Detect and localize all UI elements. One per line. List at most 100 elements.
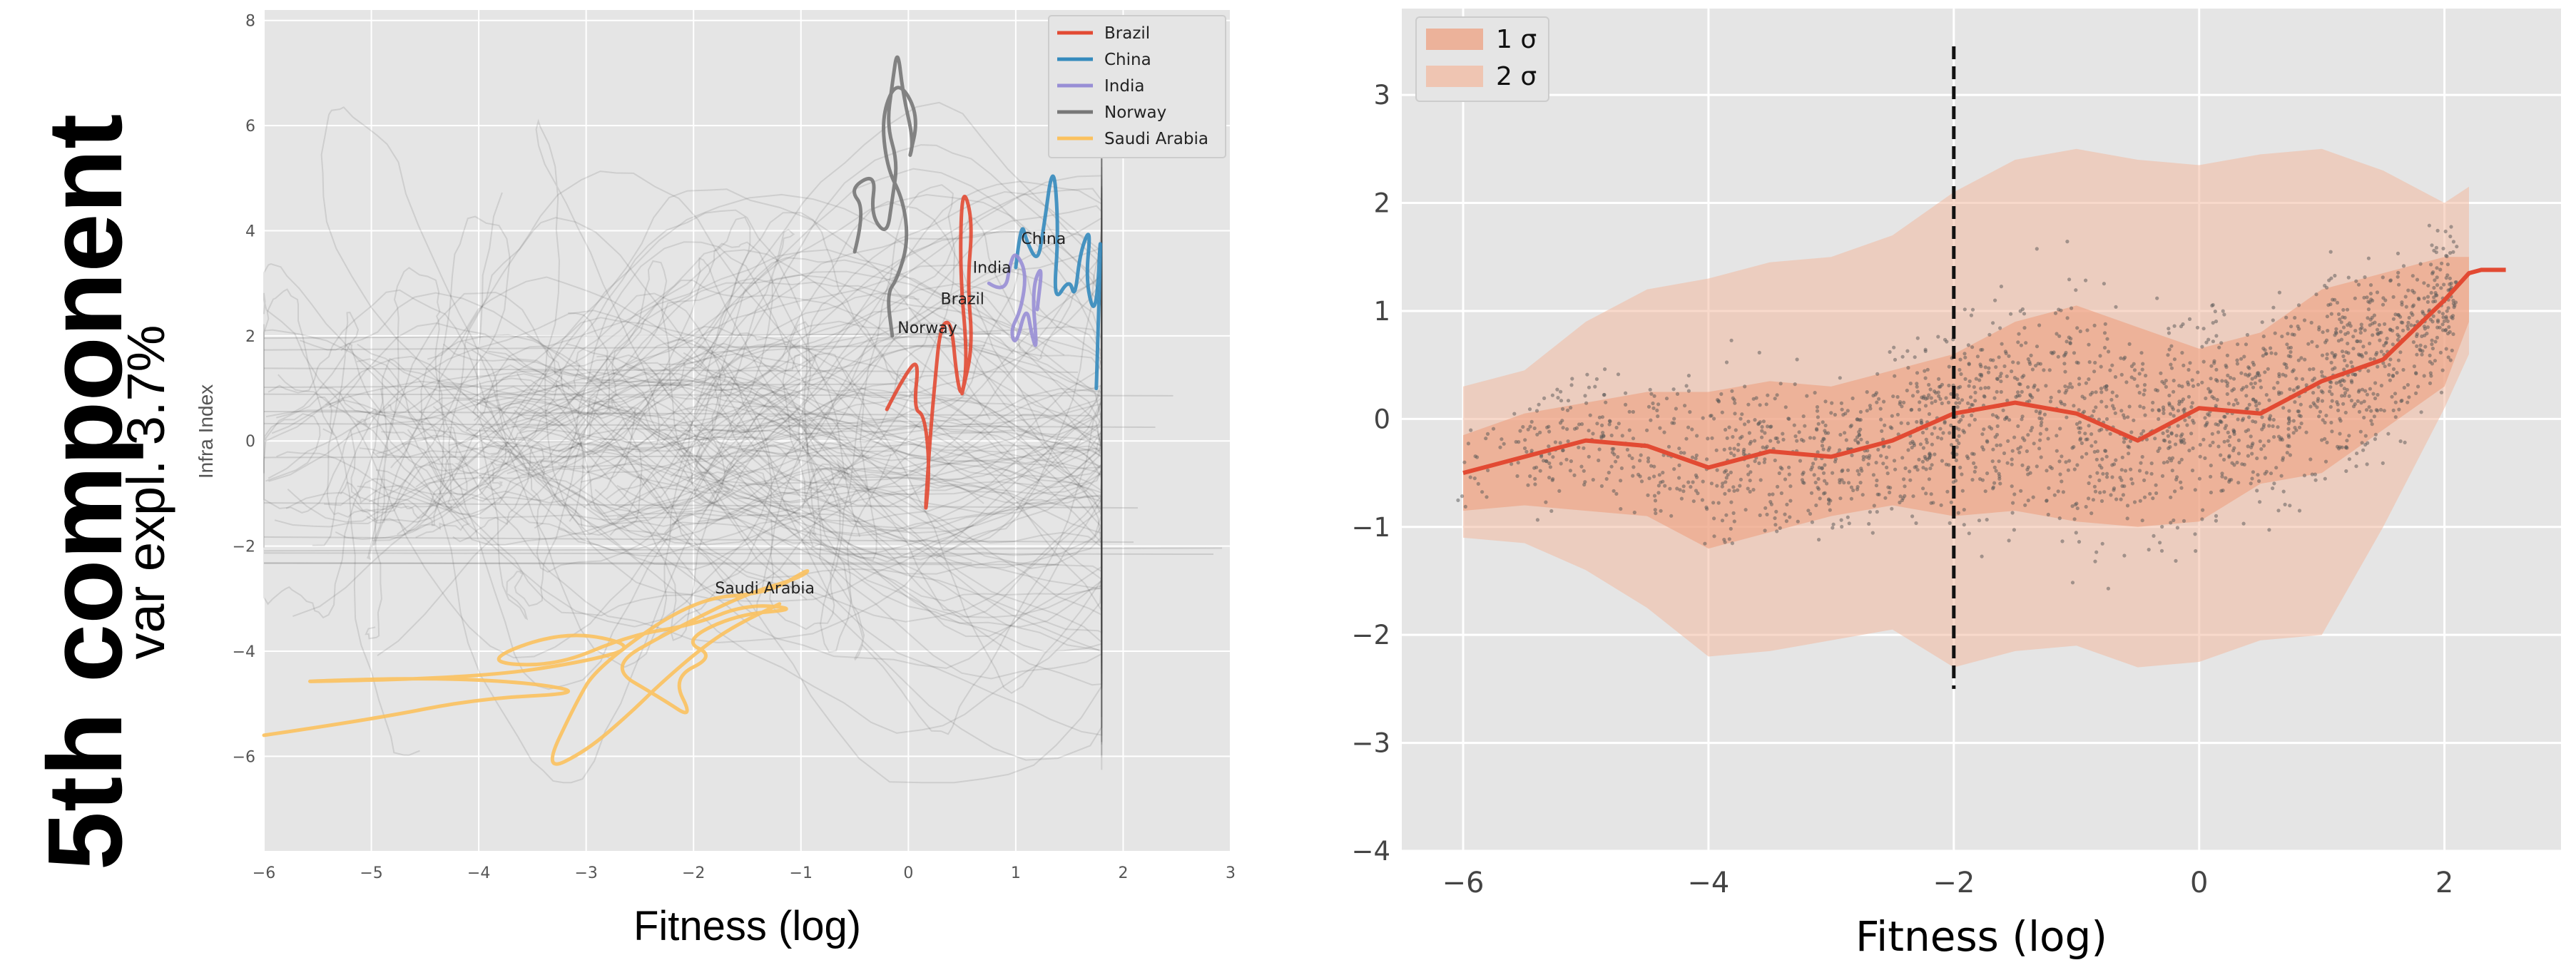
scatter-point	[2118, 476, 2122, 480]
scatter-point	[2030, 367, 2035, 372]
scatter-point	[2432, 285, 2436, 290]
scatter-point	[2419, 410, 2423, 414]
scatter-point	[2333, 273, 2337, 278]
scatter-point	[2122, 357, 2126, 361]
scatter-point	[2004, 351, 2008, 355]
scatter-point	[2169, 495, 2173, 499]
scatter-point	[2325, 352, 2329, 357]
scatter-point	[2296, 409, 2301, 414]
scatter-point	[2139, 461, 2143, 465]
scatter-point	[1816, 450, 1820, 454]
scatter-point	[2320, 438, 2324, 442]
right-x-tick-label: −6	[1442, 867, 1484, 899]
scatter-point	[1661, 479, 1665, 484]
scatter-point	[1798, 459, 1803, 463]
scatter-point	[2122, 484, 2127, 489]
scatter-point	[2142, 383, 2147, 387]
scatter-point	[2126, 444, 2130, 449]
scatter-point	[2358, 327, 2363, 331]
scatter-point	[2261, 347, 2266, 351]
scatter-point	[2239, 357, 2244, 361]
scatter-point	[1879, 417, 1883, 422]
scatter-point	[2070, 385, 2074, 389]
background-trajectory	[265, 355, 1019, 523]
scatter-point	[2011, 501, 2015, 505]
scatter-point	[2383, 322, 2387, 326]
scatter-point	[1908, 441, 1913, 446]
scatter-point	[2172, 324, 2177, 328]
scatter-point	[2026, 465, 2030, 469]
scatter-point	[1651, 401, 1655, 406]
scatter-point	[2319, 389, 2323, 394]
scatter-point	[1900, 456, 1905, 460]
background-trajectory	[263, 288, 420, 756]
scatter-point	[2256, 371, 2260, 375]
scatter-point	[1630, 456, 1634, 461]
scatter-point	[2261, 444, 2266, 448]
background-trajectory	[419, 228, 1103, 686]
scatter-point	[2063, 369, 2067, 374]
scatter-point	[1883, 423, 1887, 427]
scatter-point	[2093, 559, 2097, 563]
background-trajectory	[372, 215, 1103, 644]
scatter-point	[2156, 449, 2160, 454]
scatter-point	[1569, 406, 1573, 410]
scatter-point	[1903, 494, 1907, 499]
scatter-point	[2240, 418, 2244, 422]
left-y-tick-label: 2	[245, 328, 255, 346]
scatter-point	[2329, 360, 2333, 364]
scatter-point	[2373, 381, 2378, 385]
background-flat-trajectory	[263, 547, 1223, 552]
scatter-point	[1557, 489, 1562, 494]
scatter-point	[2433, 340, 2438, 344]
scatter-point	[1843, 431, 1847, 435]
scatter-point	[1858, 481, 1863, 485]
scatter-point	[2365, 295, 2369, 300]
scatter-point	[1933, 452, 1937, 456]
scatter-point	[1703, 541, 1707, 546]
scatter-point	[2025, 449, 2029, 454]
background-trajectory	[465, 249, 1103, 568]
scatter-point	[2194, 548, 2198, 553]
scatter-point	[1524, 449, 1529, 454]
scatter-point	[2167, 446, 2171, 451]
scatter-point	[1528, 474, 1532, 479]
scatter-point	[2077, 540, 2082, 544]
scatter-point	[1736, 448, 1740, 452]
scatter-point	[1614, 459, 1618, 464]
scatter-point	[2369, 409, 2373, 413]
left-y-tick-label: 6	[245, 118, 255, 136]
scatter-point	[2291, 369, 2295, 374]
scatter-point	[2010, 511, 2015, 515]
scatter-point	[2060, 539, 2065, 543]
background-trajectory	[366, 170, 1103, 524]
scatter-point	[1795, 357, 1799, 362]
scatter-point	[1763, 529, 1767, 533]
scatter-point	[1523, 438, 1527, 442]
scatter-point	[2127, 451, 2131, 456]
scatter-point	[2414, 371, 2418, 375]
scatter-point	[1919, 420, 1923, 425]
scatter-point	[2235, 362, 2239, 366]
scatter-point	[1679, 451, 1683, 455]
scatter-point	[1777, 471, 1781, 476]
scatter-point	[2276, 380, 2280, 385]
scatter-point	[2174, 442, 2178, 446]
background-trajectory	[335, 267, 445, 640]
background-trajectory	[427, 150, 1103, 495]
scatter-point	[2400, 398, 2404, 403]
scatter-point	[2366, 369, 2371, 373]
scatter-point	[2087, 496, 2091, 501]
scatter-point	[1646, 493, 1650, 497]
scatter-point	[2167, 440, 2172, 444]
scatter-point	[1730, 541, 1734, 546]
scatter-point	[2406, 327, 2410, 331]
scatter-point	[2383, 341, 2388, 345]
scatter-point	[1865, 449, 1870, 453]
scatter-point	[2167, 403, 2172, 407]
scatter-point	[2403, 295, 2408, 299]
scatter-point	[2087, 424, 2091, 428]
scatter-point	[1920, 395, 1924, 399]
scatter-point	[1816, 422, 1821, 426]
